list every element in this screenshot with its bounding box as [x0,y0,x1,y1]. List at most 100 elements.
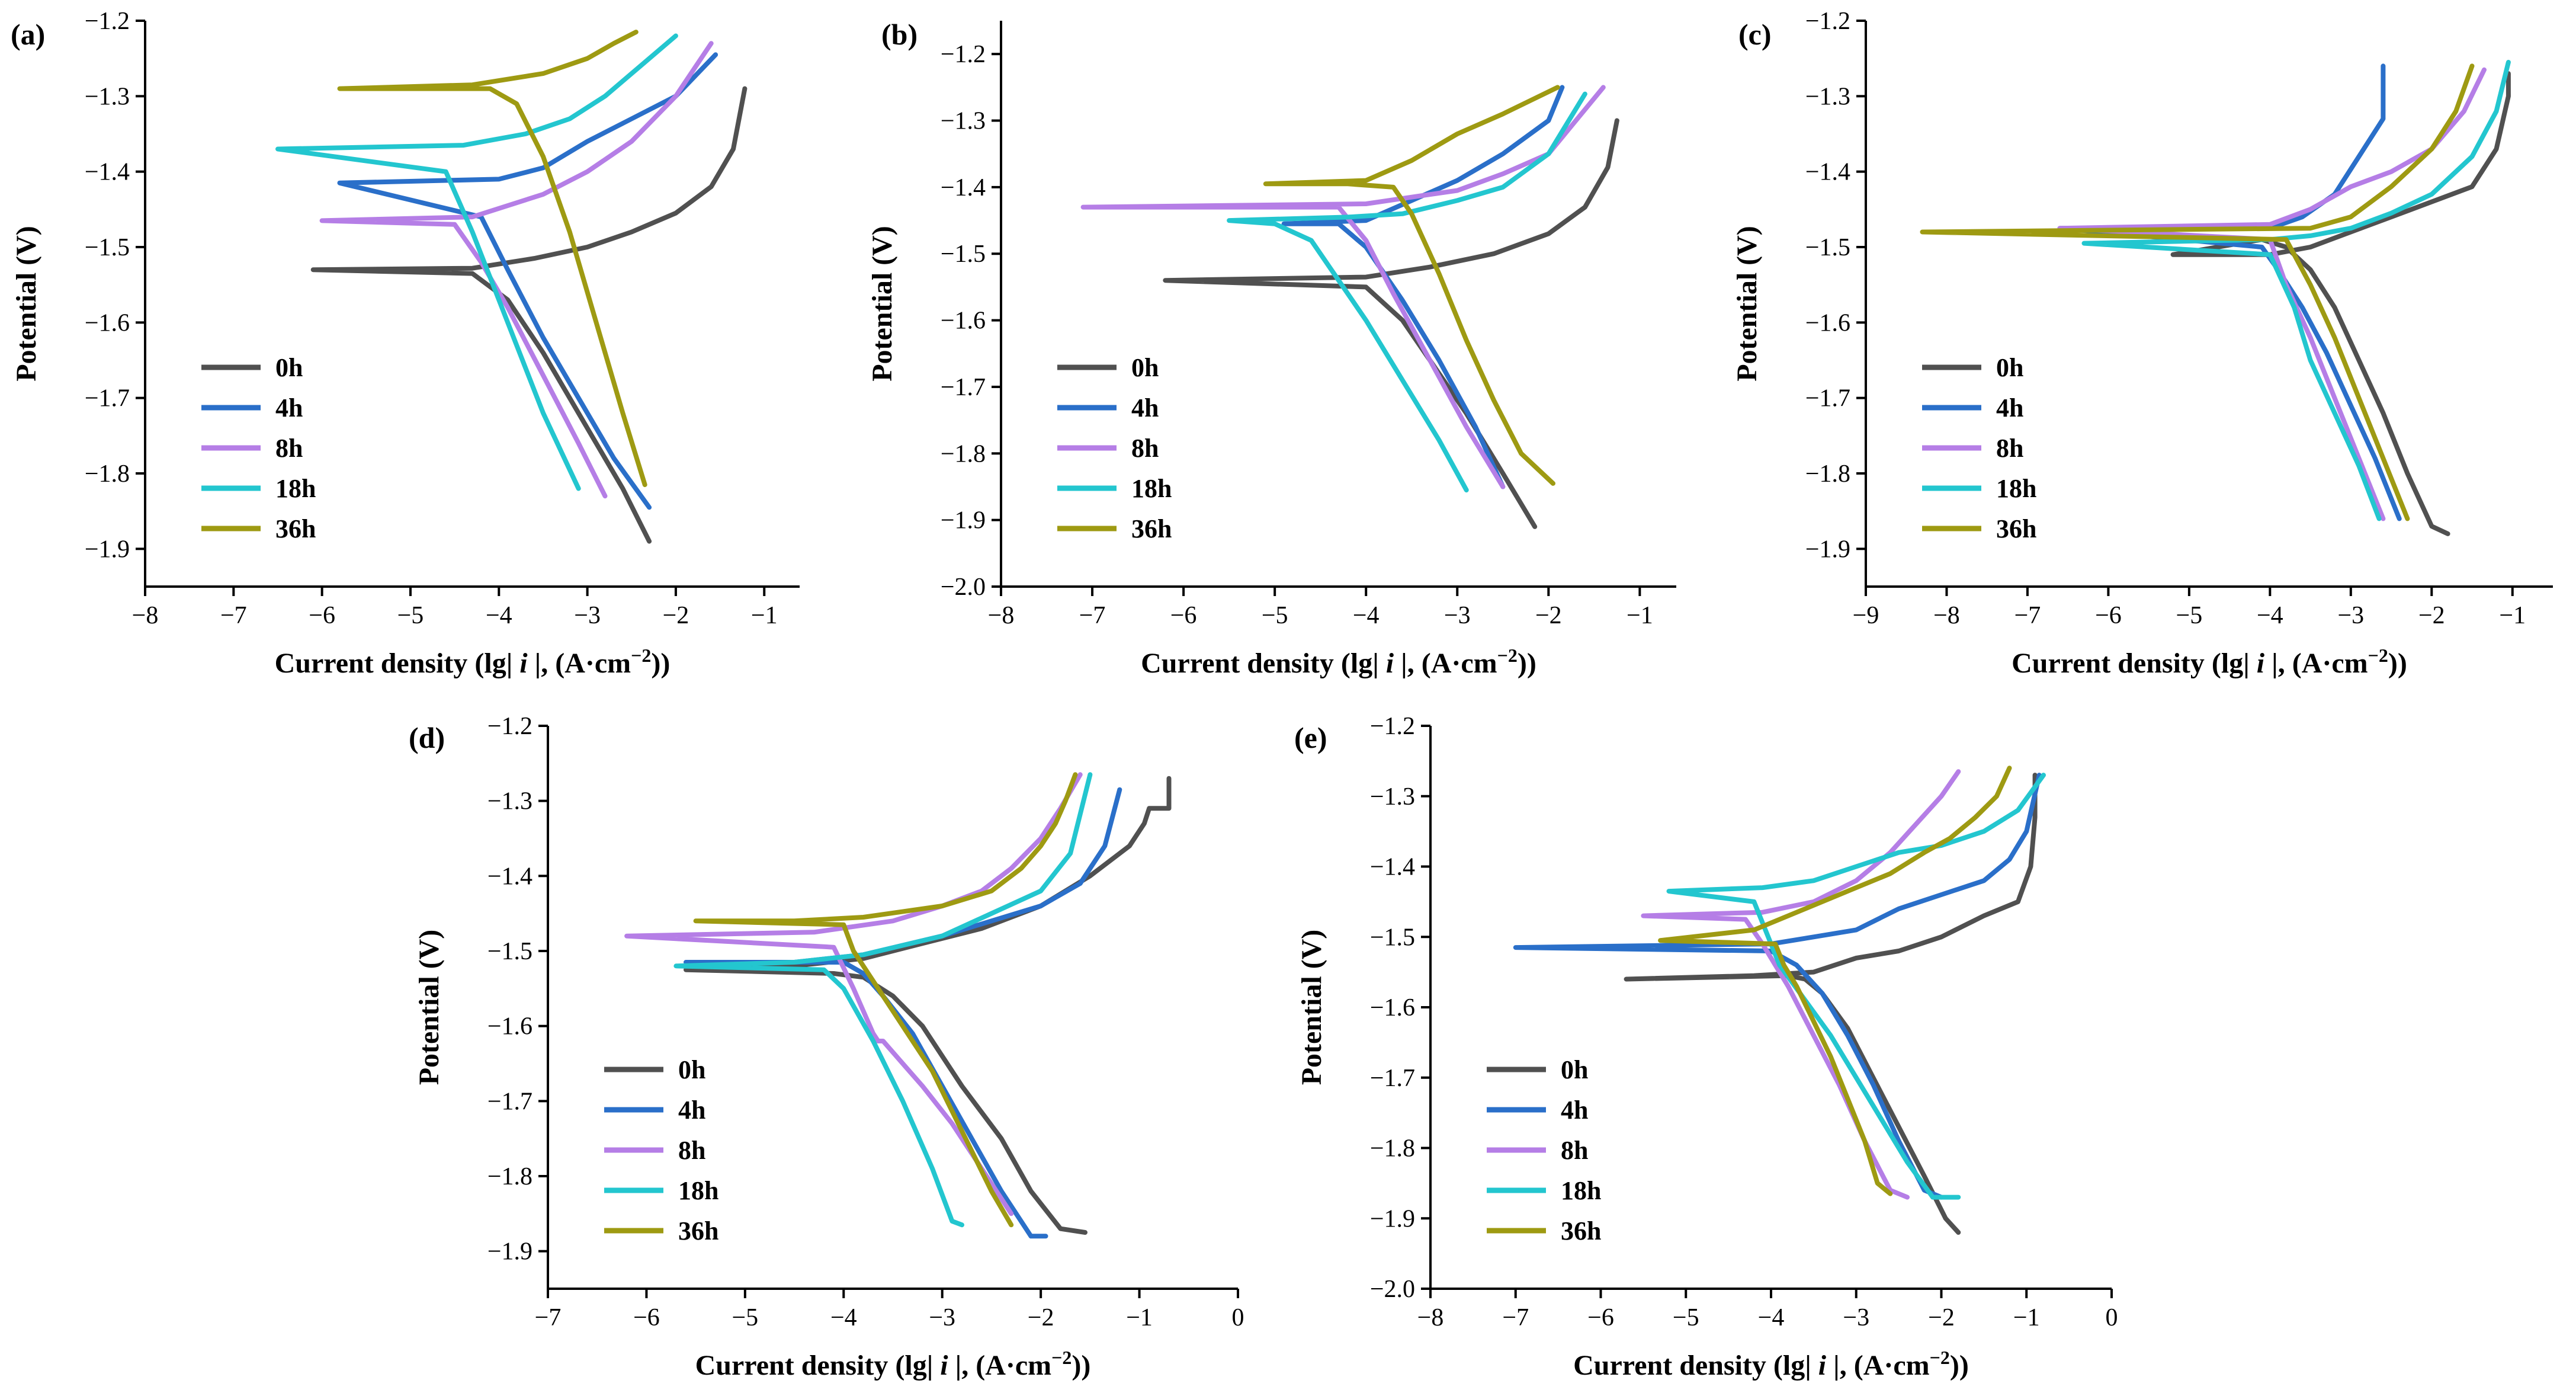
y-tick-label: −1.7 [1370,1065,1415,1092]
legend-label-0h: 0h [1561,1055,1588,1084]
series-line-0h [310,86,748,544]
legend-label-18h: 18h [275,474,316,503]
x-tick-label: −3 [2337,602,2364,629]
y-axis-title: Potential (V) [1731,226,1763,382]
x-tick-label: −2 [2418,602,2445,629]
y-axis-title: Potential (V) [867,226,898,382]
x-tick-label: −8 [132,602,159,629]
x-axis-title: Current density (lg| i |, (A·cm−2)) [1573,1347,1969,1381]
x-tick-label: −4 [1353,602,1380,629]
y-tick-label: −1.2 [941,41,986,68]
series-line-36h [693,772,1078,1228]
y-tick-label: −1.3 [941,108,986,135]
legend-label-18h: 18h [1996,474,2036,503]
x-tick-label: −1 [1627,602,1653,629]
x-tick-label: −4 [486,602,512,629]
y-tick-label: −1.2 [1370,713,1415,740]
legend-label-36h: 36h [678,1216,718,1245]
y-tick-label: −1.5 [1370,924,1415,951]
x-tick-label: −4 [830,1304,857,1331]
series-line-4h [684,787,1122,1239]
legend-label-18h: 18h [1561,1176,1601,1205]
x-tick-label: −2 [1535,602,1562,629]
series-line-18h [673,772,1093,1228]
panel-b: (b) −8 −7 −6 −5 −4 −3 −2 −1 −2.0 −1.9 −1.8 −1.7 −1.6 −… [867,18,1676,679]
x-tick-label: −2 [1928,1304,1955,1331]
panel-label: (d) [409,721,445,754]
x-tick-label: −6 [633,1304,660,1331]
series-line-18h [1227,91,1587,493]
x-tick-label: −2 [663,602,689,629]
y-tick-label: −1.5 [941,241,986,268]
series-line-8h [1641,769,1961,1200]
legend-label-0h: 0h [1131,353,1159,382]
legend-label-4h: 4h [1131,393,1159,422]
y-axis-title: Potential (V) [413,930,445,1085]
x-tick-label: −5 [2176,602,2203,629]
y-tick-label: −1.5 [85,234,130,261]
series-group [1513,766,2046,1235]
y-tick-label: −1.7 [941,374,986,401]
y-tick-label: −1.9 [487,1238,532,1266]
x-tick-label: −2 [1028,1304,1054,1331]
series-line-8h [2057,67,2487,521]
y-tick-label: −1.3 [85,83,130,110]
panel-c: (c) −9 −8 −7 −6 −5 −4 −3 −2 −1 −1.9 −1.8 −1.7 −1.6 −1.… [1731,8,2553,679]
y-tick-label: −1.7 [85,385,130,412]
panel-label: (a) [11,18,45,51]
legend-label-36h: 36h [1131,514,1172,543]
y-tick-label: −1.4 [487,863,532,890]
legend-label-36h: 36h [275,514,316,543]
y-tick-label: −1.9 [941,507,986,534]
legend-label-8h: 8h [1996,434,2023,463]
x-axis-title: Current density (lg| i |, (A·cm−2)) [275,645,671,679]
axis-frame [1429,726,2112,1290]
legend-label-18h: 18h [678,1176,718,1205]
x-tick-label: −5 [1262,602,1288,629]
series-line-4h [1513,773,2042,1200]
series-group [1920,60,2511,536]
y-tick-label: −1.2 [487,713,532,740]
legend-label-8h: 8h [275,434,303,463]
legend: 0h 4h 8h 18h 36h [1487,1055,1601,1245]
legend-label-8h: 8h [678,1136,705,1165]
series-line-0h [1163,118,1619,529]
x-tick-label: −7 [2014,602,2041,629]
series-group [624,772,1172,1239]
x-tick-label: −7 [1079,602,1106,629]
y-tick-label: −1.3 [1805,83,1850,110]
legend: 0h 4h 8h 18h 36h [1922,353,2036,543]
legend-label-18h: 18h [1131,474,1172,503]
x-tick-label: −5 [397,602,424,629]
axis-frame [144,21,800,588]
x-axis-title: Current density (lg| i |, (A·cm−2)) [2012,645,2407,679]
legend-label-0h: 0h [678,1055,705,1084]
series-line-36h [1263,85,1560,486]
legend-label-0h: 0h [275,353,303,382]
legend-label-36h: 36h [1561,1216,1601,1245]
y-tick-label: −1.8 [1805,460,1850,488]
x-tick-label: −3 [574,602,601,629]
legend: 0h 4h 8h 18h 36h [604,1055,718,1245]
legend-label-8h: 8h [1561,1136,1588,1165]
y-tick-label: −1.8 [1370,1135,1415,1163]
y-tick-label: −1.8 [487,1163,532,1190]
y-tick-label: −1.9 [1805,536,1850,563]
y-tick-label: −1.8 [941,440,986,467]
axis-frame [1000,21,1676,588]
series-line-36h [1658,766,2012,1196]
x-tick-label: −5 [1673,1304,1699,1331]
series-group [1080,85,1619,529]
y-tick-label: −1.9 [85,536,130,563]
y-tick-label: −2.0 [941,574,986,601]
x-tick-label: −3 [1843,1304,1869,1331]
x-tick-label: 0 [1232,1304,1244,1331]
series-line-0h [2170,71,2511,536]
legend-label-4h: 4h [275,393,303,422]
y-tick-label: −1.4 [941,174,986,201]
legend-label-36h: 36h [1996,514,2036,543]
y-tick-label: −1.6 [487,1013,532,1040]
legend: 0h 4h 8h 18h 36h [201,353,316,543]
y-tick-label: −1.9 [1370,1205,1415,1232]
